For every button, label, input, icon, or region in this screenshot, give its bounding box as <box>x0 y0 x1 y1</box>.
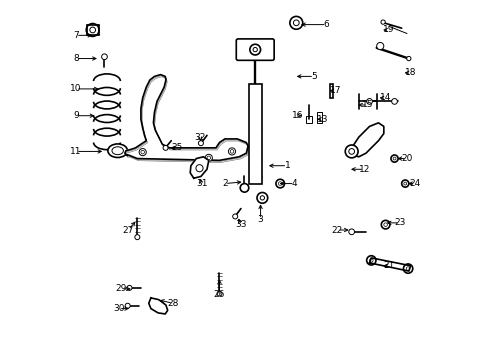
Circle shape <box>376 42 383 50</box>
Circle shape <box>348 149 354 154</box>
Circle shape <box>381 220 389 229</box>
Circle shape <box>366 99 372 104</box>
Text: 20: 20 <box>401 154 412 163</box>
Circle shape <box>127 285 132 291</box>
Text: 29: 29 <box>115 284 127 293</box>
Circle shape <box>125 303 130 308</box>
Circle shape <box>217 291 222 296</box>
Circle shape <box>205 154 212 161</box>
Circle shape <box>406 267 409 270</box>
Circle shape <box>390 155 397 162</box>
Text: 11: 11 <box>70 147 81 156</box>
Text: 8: 8 <box>73 54 79 63</box>
Circle shape <box>86 23 99 36</box>
Text: 31: 31 <box>196 179 207 188</box>
Text: 5: 5 <box>311 72 316 81</box>
Text: 1: 1 <box>284 161 290 170</box>
Circle shape <box>230 150 233 153</box>
Circle shape <box>293 20 299 26</box>
Circle shape <box>253 48 257 52</box>
Bar <box>329 84 332 98</box>
Ellipse shape <box>112 147 123 155</box>
Text: 23: 23 <box>393 219 405 228</box>
Text: 10: 10 <box>70 84 81 93</box>
Circle shape <box>345 145 357 158</box>
Circle shape <box>380 20 385 24</box>
Circle shape <box>232 214 237 219</box>
Text: 32: 32 <box>194 132 205 141</box>
Text: 30: 30 <box>113 304 124 313</box>
Circle shape <box>141 150 144 154</box>
Text: 2: 2 <box>222 179 227 188</box>
Circle shape <box>383 223 386 226</box>
Text: 24: 24 <box>409 179 420 188</box>
Circle shape <box>196 165 203 172</box>
Bar <box>248 84 261 184</box>
Circle shape <box>257 193 267 203</box>
Text: 14: 14 <box>379 93 390 102</box>
Circle shape <box>163 145 168 150</box>
Circle shape <box>278 182 282 185</box>
Text: 15: 15 <box>361 100 373 109</box>
Circle shape <box>392 157 395 160</box>
Circle shape <box>275 179 284 188</box>
Circle shape <box>260 196 264 200</box>
Circle shape <box>228 148 235 155</box>
Text: 12: 12 <box>358 165 369 174</box>
Bar <box>316 112 322 123</box>
Ellipse shape <box>108 144 127 157</box>
Circle shape <box>289 17 302 29</box>
Text: 28: 28 <box>167 299 179 308</box>
Text: 13: 13 <box>317 115 328 124</box>
Text: 33: 33 <box>235 220 246 229</box>
Circle shape <box>249 44 260 55</box>
Circle shape <box>401 180 408 187</box>
Circle shape <box>403 182 406 185</box>
Text: 18: 18 <box>404 68 415 77</box>
Polygon shape <box>351 123 383 157</box>
Polygon shape <box>190 157 208 178</box>
Circle shape <box>90 27 95 33</box>
Text: 26: 26 <box>213 290 224 299</box>
Text: 4: 4 <box>291 179 297 188</box>
Text: 27: 27 <box>122 225 134 234</box>
Circle shape <box>206 156 210 159</box>
Circle shape <box>369 258 372 262</box>
Text: 16: 16 <box>292 111 303 120</box>
Circle shape <box>102 54 107 60</box>
FancyBboxPatch shape <box>236 39 274 60</box>
Circle shape <box>240 184 248 192</box>
Bar <box>305 116 311 123</box>
Circle shape <box>406 57 410 61</box>
Text: 3: 3 <box>257 215 263 224</box>
Polygon shape <box>124 75 247 160</box>
Text: 17: 17 <box>329 86 341 95</box>
Text: 6: 6 <box>323 20 329 29</box>
Circle shape <box>403 264 412 273</box>
Text: 22: 22 <box>331 225 342 234</box>
Text: 25: 25 <box>171 143 182 152</box>
Circle shape <box>366 256 375 265</box>
Text: 9: 9 <box>73 111 79 120</box>
Circle shape <box>135 235 140 240</box>
Circle shape <box>348 229 354 235</box>
Circle shape <box>139 149 146 156</box>
Polygon shape <box>369 258 410 271</box>
Text: 21: 21 <box>383 261 394 270</box>
Circle shape <box>198 141 203 146</box>
Circle shape <box>391 99 397 104</box>
Text: 7: 7 <box>73 31 79 40</box>
Polygon shape <box>148 298 167 314</box>
Text: 19: 19 <box>383 26 394 35</box>
